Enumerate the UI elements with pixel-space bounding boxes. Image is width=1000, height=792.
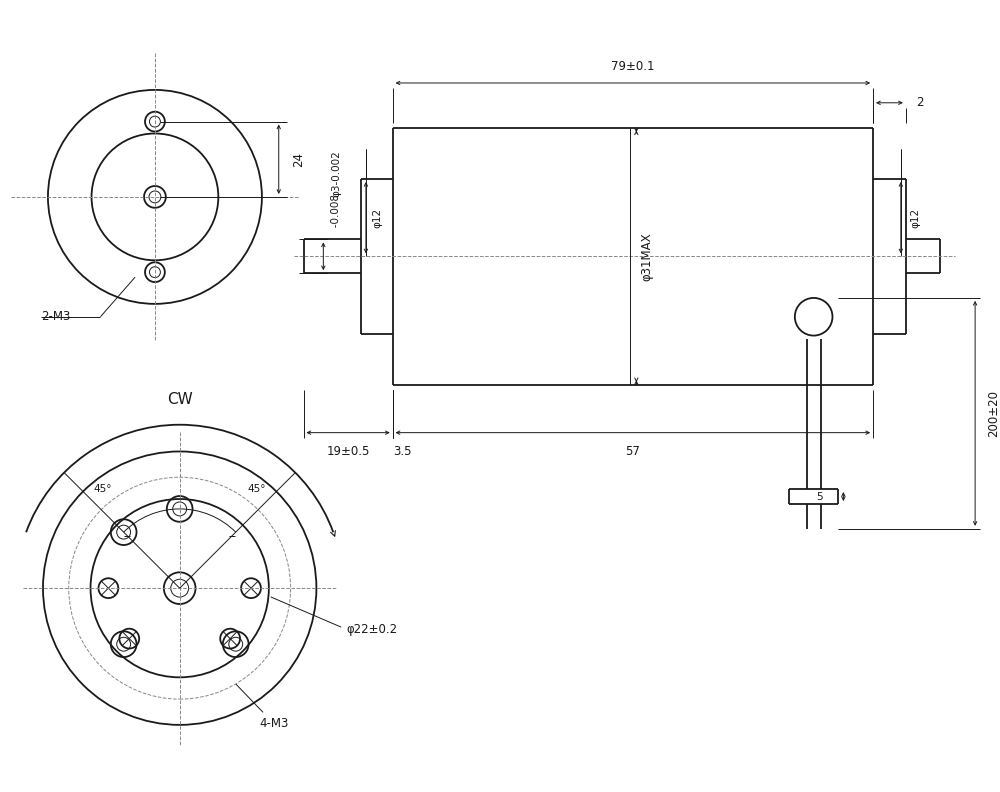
Text: φ22±0.2: φ22±0.2 (271, 597, 397, 636)
Text: 200±20: 200±20 (987, 390, 1000, 437)
Text: 79±0.1: 79±0.1 (611, 60, 655, 73)
Text: 45°: 45° (247, 484, 266, 494)
Text: 3.5: 3.5 (393, 444, 412, 458)
Text: φ12: φ12 (373, 208, 383, 228)
Text: φ3-0.002: φ3-0.002 (331, 150, 341, 197)
Text: -0.008: -0.008 (331, 193, 341, 237)
Text: 57: 57 (625, 444, 640, 458)
Text: CW: CW (167, 392, 193, 407)
Text: 2: 2 (916, 97, 923, 109)
Text: 2-M3: 2-M3 (41, 310, 70, 323)
Text: φ31MAX: φ31MAX (640, 232, 653, 280)
Text: 45°: 45° (94, 484, 112, 494)
Text: φ12: φ12 (911, 208, 921, 228)
Text: 5: 5 (817, 492, 823, 501)
Text: 19±0.5: 19±0.5 (326, 444, 370, 458)
Text: 4-M3: 4-M3 (236, 684, 288, 730)
Text: 24: 24 (293, 152, 306, 167)
